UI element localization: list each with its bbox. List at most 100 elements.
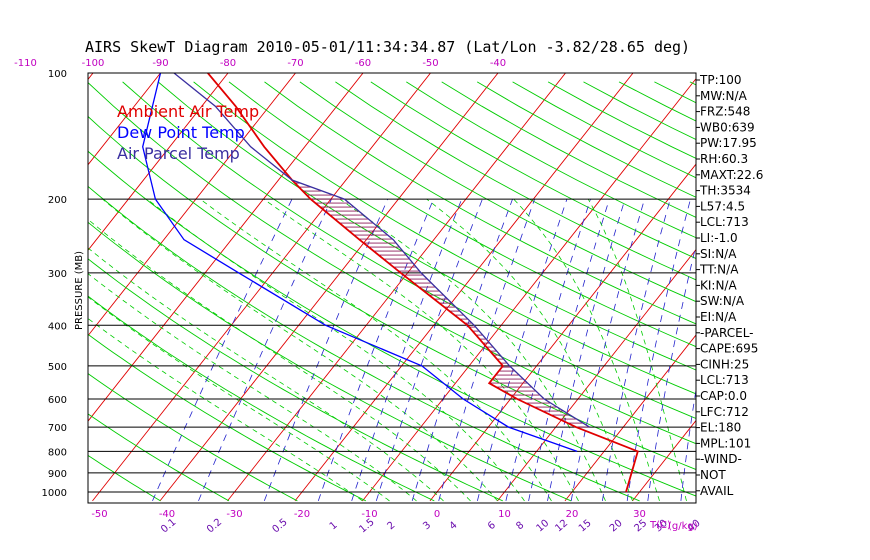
mixing-ratio-line [647, 243, 696, 501]
mixing-ratio-label: 0.2 [205, 517, 224, 536]
dry-adiabat-line [512, 81, 696, 179]
mixing-ratio-label: 3 [421, 520, 433, 533]
isotherm-line [429, 163, 696, 502]
index-value: LCL:713 [700, 373, 749, 387]
mixing-ratio-line [505, 198, 591, 501]
plot-frame [87, 72, 697, 504]
moist-adiabat-line [88, 247, 444, 502]
index-value: CAPE:695 [700, 342, 758, 356]
index-value: MPL:101 [700, 436, 751, 450]
dry-adiabat-line [228, 81, 696, 348]
index-value: MW:N/A [700, 89, 748, 103]
isotherm-line [362, 77, 696, 502]
index-value: EL:180 [700, 421, 741, 435]
isotherm-line [159, 73, 499, 502]
index-value: TH:3534 [699, 184, 751, 198]
top-temp-tick-label: -100 [82, 58, 105, 69]
index-value: L57:4.5 [700, 199, 745, 213]
index-value: AVAIL [700, 484, 734, 498]
pressure-tick-label: 900 [48, 469, 67, 480]
isotherm-line [564, 334, 696, 502]
mixing-ratio-label: 0.5 [270, 517, 289, 536]
moist-adiabat-line [263, 198, 579, 502]
bottom-temp-tick-label: 30 [633, 509, 646, 520]
top-temp-tick-label: -40 [490, 58, 506, 69]
mixing-ratio-line [263, 198, 389, 502]
pressure-tick-label: 400 [48, 321, 67, 332]
mixing-ratio-line [528, 198, 610, 501]
moist-adiabat-line [339, 198, 606, 502]
mixing-ratio-line [477, 198, 568, 501]
pressure-tick-label: 1000 [42, 488, 67, 499]
index-value: LCL:713 [700, 215, 749, 229]
dry-adiabat-line [88, 258, 503, 502]
dry-adiabat-line [441, 81, 696, 218]
series-line-1 [207, 73, 639, 493]
bottom-temp-tick-label: -10 [361, 509, 377, 520]
top-temp-tick-label: -80 [220, 58, 236, 69]
bottom-temp-tick-label: -40 [159, 509, 175, 520]
top-temp-tick-label: -110 [14, 58, 37, 69]
mixing-ratio-label: 2 [385, 520, 397, 533]
isotherm-line [88, 73, 364, 422]
chart-title: AIRS SkewT Diagram 2010-05-01/11:34:34.8… [85, 38, 690, 56]
moist-adiabat-line [88, 296, 390, 502]
bottom-temp-tick-label: -30 [226, 509, 242, 520]
mixing-ratio-line [375, 198, 483, 502]
index-value: PW:17.95 [700, 136, 757, 150]
dry-adiabat-line [654, 81, 696, 104]
series-line-3 [173, 73, 590, 428]
index-value: SW:N/A [700, 294, 745, 308]
moist-adiabat-line [88, 273, 417, 502]
moist-adiabat-line [102, 198, 498, 502]
isotherm-line [0, 64, 33, 501]
index-value: CAP:0.0 [700, 389, 747, 403]
index-value: LFC:712 [700, 405, 749, 419]
index-value: FRZ:548 [700, 105, 750, 119]
index-value: TT:N/A [699, 263, 739, 277]
mixing-ratio-line [547, 198, 626, 501]
y-axis-label: PRESSURE (MB) [74, 251, 85, 330]
bottom-temp-tick-label: 0 [434, 509, 440, 520]
moist-adiabat-line [88, 317, 363, 502]
top-temp-tick-label: -50 [422, 58, 438, 69]
mixing-ratio-label: 20 [608, 518, 625, 535]
moist-adiabat-line [146, 198, 525, 502]
moist-adiabat-line [88, 218, 471, 502]
dry-adiabat-line [193, 81, 696, 371]
mixing-ratio-line [438, 198, 535, 502]
dry-adiabat-line [88, 295, 435, 502]
isotherm-line [632, 419, 696, 502]
series-line-2 [142, 73, 578, 453]
dry-adiabat-line [88, 82, 696, 445]
x-axis-unit: T(C) [649, 520, 671, 531]
top-temp-tick-label: -90 [152, 58, 168, 69]
mixing-ratio-line [152, 198, 293, 502]
pressure-tick-label: 500 [48, 362, 67, 373]
dry-adiabat-line [88, 373, 298, 502]
moist-adiabat-line [426, 198, 633, 502]
dry-adiabat-line [370, 81, 696, 260]
top-temp-tick-label: -70 [287, 58, 303, 69]
moist-adiabat-line [587, 198, 687, 501]
isotherm-line [88, 73, 229, 251]
pressure-tick-label: 300 [48, 269, 67, 280]
mixing-ratio-label: 8 [514, 520, 526, 533]
mixing-ratio-line [680, 387, 696, 501]
index-value: SI:N/A [700, 247, 737, 261]
dry-adiabat-line [88, 185, 640, 502]
isotherm-line [294, 73, 634, 502]
dry-adiabat-line [299, 81, 696, 303]
mixing-ratio-label: 25 [632, 518, 649, 535]
isotherm-line [88, 73, 94, 81]
plot-area [0, 64, 696, 502]
mixing-ratio-line [570, 198, 645, 501]
mixing-ratio-line [351, 198, 463, 502]
mixing-ratio-line [198, 198, 332, 502]
dry-adiabat-line [88, 454, 161, 502]
index-value: EI:N/A [700, 310, 737, 324]
index-value: NOT [700, 468, 726, 482]
dry-adiabat-line [122, 81, 696, 419]
